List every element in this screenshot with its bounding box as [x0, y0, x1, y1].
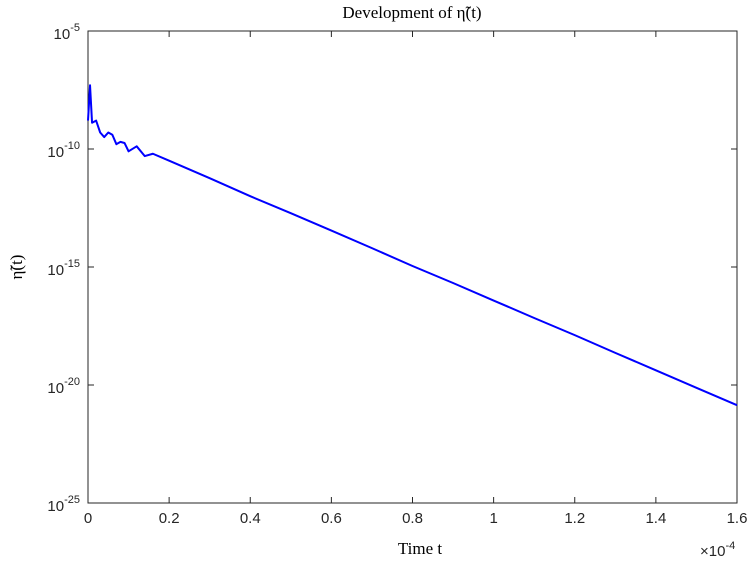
x-tick-label: 0.2 [159, 510, 180, 527]
y-tick-label-exponent: -10 [64, 140, 80, 152]
y-tick-label-base: 10 [47, 262, 64, 279]
data-line [87, 84, 738, 407]
x-tick-label: 1.2 [564, 510, 585, 527]
y-tick-label: 10-25 [47, 494, 80, 515]
x-tick-label: 0.4 [240, 510, 261, 527]
y-tick-label: 10-15 [47, 258, 80, 279]
y-tick-label: 10-20 [47, 376, 80, 397]
y-tick-label: 10-5 [54, 22, 80, 43]
y-tick-label-base: 10 [47, 380, 64, 397]
x-multiplier-exponent: -4 [725, 540, 735, 552]
y-tick-label-base: 10 [47, 498, 64, 515]
y-axis-label: η̃(t) [7, 255, 26, 280]
x-multiplier: ×10-4 [700, 540, 735, 560]
y-tick-label-exponent: -5 [70, 22, 80, 34]
x-tick-label: 1.6 [727, 510, 747, 527]
y-tick-label-exponent: -25 [64, 494, 80, 506]
y-tick-label-exponent: -15 [64, 258, 80, 270]
x-multiplier-base: ×10 [700, 543, 725, 560]
y-tick-label-base: 10 [47, 144, 64, 161]
x-axis-label: Time t [398, 539, 443, 558]
chart-title: Development of η̃(t) [342, 3, 481, 22]
x-tick-label: 1 [489, 510, 497, 527]
y-tick-label-exponent: -20 [64, 376, 80, 388]
x-tick-label: 0.6 [321, 510, 342, 527]
x-tick-label: 1.4 [645, 510, 666, 527]
y-tick-label-base: 10 [54, 26, 71, 43]
x-tick-label: 0.8 [402, 510, 423, 527]
y-tick-label: 10-10 [47, 140, 80, 161]
x-tick-label: 0 [84, 510, 92, 527]
